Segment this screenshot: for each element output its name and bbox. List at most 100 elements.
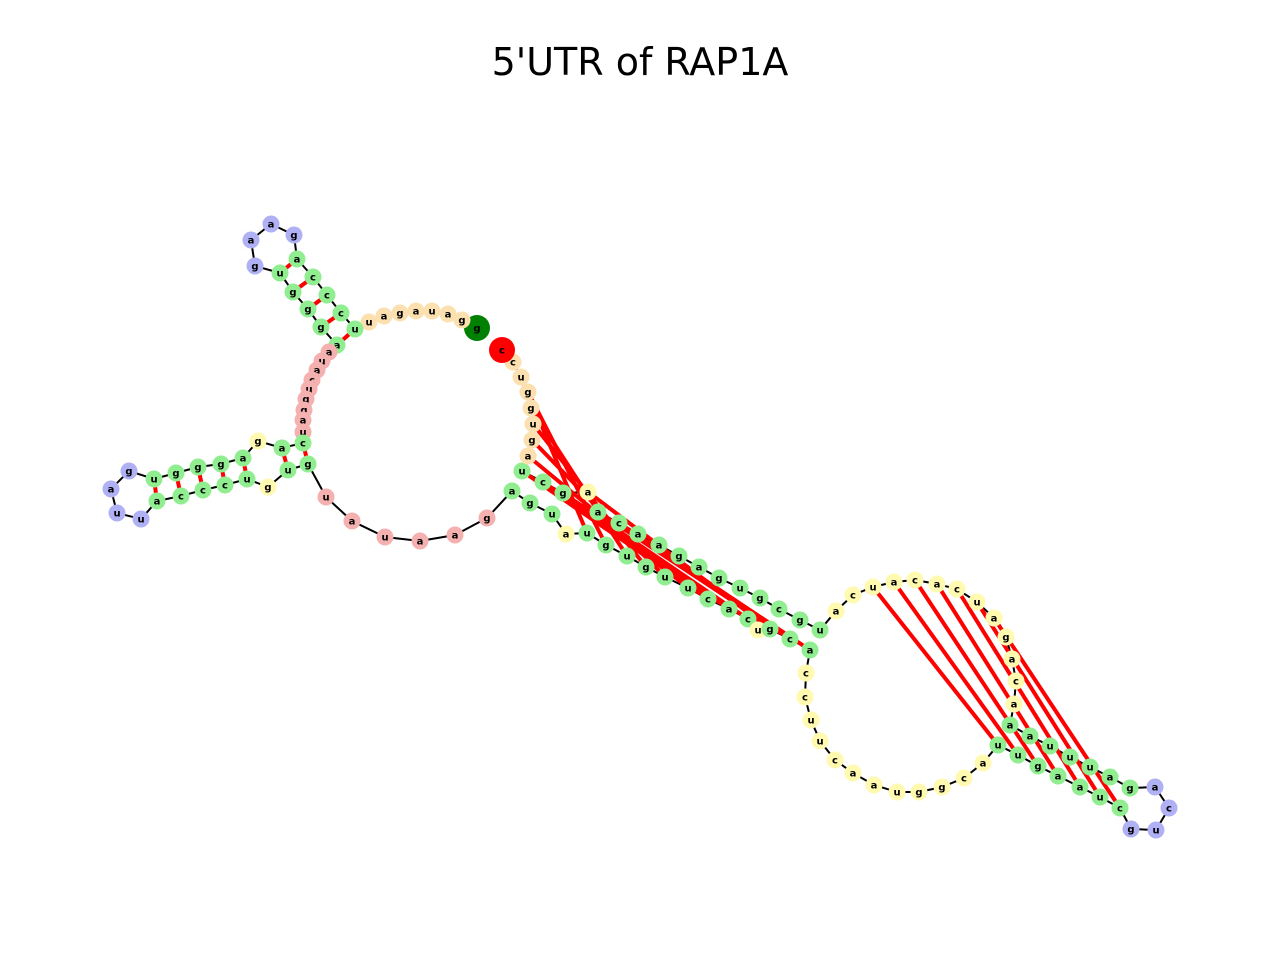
nucleotide: a bbox=[439, 305, 457, 323]
nucleotide-letter: a bbox=[1107, 773, 1114, 784]
nucleotide: u bbox=[512, 368, 530, 386]
nucleotide: g bbox=[189, 458, 207, 476]
nucleotide-circle bbox=[189, 458, 207, 476]
nucleotide-letter: g bbox=[526, 499, 533, 510]
nucleotide-circle bbox=[503, 482, 521, 500]
nucleotide-letter: g bbox=[483, 514, 490, 525]
nucleotide: c bbox=[699, 590, 717, 608]
nucleotide-letter: g bbox=[1002, 633, 1009, 644]
nucleotide-letter: u bbox=[1096, 793, 1103, 804]
nucleotide: a bbox=[503, 482, 521, 500]
nucleotide: g bbox=[312, 318, 330, 336]
nucleotide-letter: u bbox=[548, 510, 555, 521]
nucleotide-letter: c bbox=[324, 291, 330, 302]
nucleotide-circle bbox=[1005, 695, 1023, 713]
nucleotide-letter: c bbox=[178, 492, 184, 503]
nucleotide: g bbox=[997, 628, 1015, 646]
nucleotide-circle bbox=[332, 304, 350, 322]
nucleotide: a bbox=[827, 602, 845, 620]
nucleotide-circle bbox=[343, 512, 361, 530]
nucleotide-layer: ggauagauucccagaagugggaauacuggaucagagggug… bbox=[102, 215, 1178, 839]
nucleotide-letter: c bbox=[705, 595, 711, 606]
nucleotide: g bbox=[523, 431, 541, 449]
chart-title: 5'UTR of RAP1A bbox=[491, 40, 789, 84]
nucleotide-circle bbox=[1021, 727, 1039, 745]
nucleotide-letter: g bbox=[172, 469, 179, 480]
nucleotide: g bbox=[249, 432, 267, 450]
nucleotide-letter: u bbox=[351, 325, 358, 336]
nucleotide-circle bbox=[521, 494, 539, 512]
nucleotide: c bbox=[318, 286, 336, 304]
nucleotide-circle bbox=[739, 610, 757, 628]
nucleotide-letter: c bbox=[954, 585, 960, 596]
nucleotide-letter: a bbox=[300, 416, 307, 427]
nucleotide: a bbox=[1071, 778, 1089, 796]
nucleotide-circle bbox=[720, 600, 738, 618]
nucleotide-letter: g bbox=[559, 489, 566, 500]
nucleotide-circle bbox=[885, 573, 903, 591]
nucleotide: g bbox=[167, 464, 185, 482]
nucleotide-letter: c bbox=[310, 273, 316, 284]
nucleotide-letter: g bbox=[756, 594, 763, 605]
nucleotide-letter: a bbox=[696, 563, 703, 574]
nucleotide-circle bbox=[284, 283, 302, 301]
nucleotide: c bbox=[844, 586, 862, 604]
nucleotide: u bbox=[811, 621, 829, 639]
nucleotide-circle bbox=[212, 455, 230, 473]
nucleotide: u bbox=[132, 510, 150, 528]
base-pair-bond bbox=[892, 580, 1020, 757]
nucleotide-letter: a bbox=[248, 236, 255, 247]
nucleotide: g bbox=[521, 494, 539, 512]
nucleotide-letter: a bbox=[656, 541, 663, 552]
nucleotide: a bbox=[148, 492, 166, 510]
nucleotide-circle bbox=[802, 711, 820, 729]
nucleotide: g bbox=[212, 455, 230, 473]
nucleotide: g bbox=[522, 399, 540, 417]
nucleotide-letter: g bbox=[524, 388, 531, 399]
nucleotide-letter: a bbox=[525, 452, 532, 463]
nucleotide-letter: u bbox=[754, 626, 761, 637]
nucleotide-circle bbox=[1091, 788, 1109, 806]
nucleotide-circle bbox=[148, 492, 166, 510]
nucleotide-letter: u bbox=[583, 529, 590, 540]
nucleotide: u bbox=[524, 415, 542, 433]
nucleotide-circle bbox=[285, 226, 303, 244]
nucleotide: u bbox=[317, 488, 335, 506]
nucleotide-letter: a bbox=[807, 646, 814, 657]
nucleotide: u bbox=[811, 732, 829, 750]
nucleotide-circle bbox=[1147, 821, 1165, 839]
nucleotide-circle bbox=[299, 455, 317, 473]
nucleotide-letter: c bbox=[776, 605, 782, 616]
nucleotide: c bbox=[906, 571, 924, 589]
nucleotide-letter: c bbox=[1117, 804, 1123, 815]
nucleotide-letter: u bbox=[816, 737, 823, 748]
nucleotide-circle bbox=[453, 311, 471, 329]
nucleotide-circle bbox=[534, 473, 552, 491]
nucleotide-circle bbox=[1071, 778, 1089, 796]
nucleotide-circle bbox=[120, 462, 138, 480]
nucleotide-letter: g bbox=[254, 437, 261, 448]
nucleotide: g bbox=[933, 778, 951, 796]
nucleotide: a bbox=[720, 600, 738, 618]
nucleotide: a bbox=[446, 526, 464, 544]
nucleotide-circle bbox=[791, 611, 809, 629]
nucleotide: a bbox=[262, 215, 280, 233]
nucleotide: a bbox=[1049, 767, 1067, 785]
nucleotide-letter: c bbox=[745, 615, 751, 626]
nucleotide-letter: u bbox=[661, 573, 668, 584]
nucleotide: a bbox=[1021, 727, 1039, 745]
nucleotide-letter: a bbox=[850, 769, 857, 780]
nucleotide-circle bbox=[557, 525, 575, 543]
nucleotide: u bbox=[1091, 788, 1109, 806]
nucleotide: g bbox=[761, 620, 779, 638]
nucleotide: u bbox=[1041, 737, 1059, 755]
nucleotide: g bbox=[1029, 757, 1047, 775]
nucleotide: u bbox=[1081, 758, 1099, 776]
nucleotide-circle bbox=[997, 628, 1015, 646]
nucleotide-circle bbox=[629, 525, 647, 543]
nucleotide: c bbox=[739, 610, 757, 628]
nucleotide-letter: g bbox=[938, 783, 945, 794]
nucleotide-circle bbox=[288, 250, 306, 268]
nucleotide-letter: a bbox=[381, 312, 388, 323]
nucleotide-circle bbox=[650, 536, 668, 554]
